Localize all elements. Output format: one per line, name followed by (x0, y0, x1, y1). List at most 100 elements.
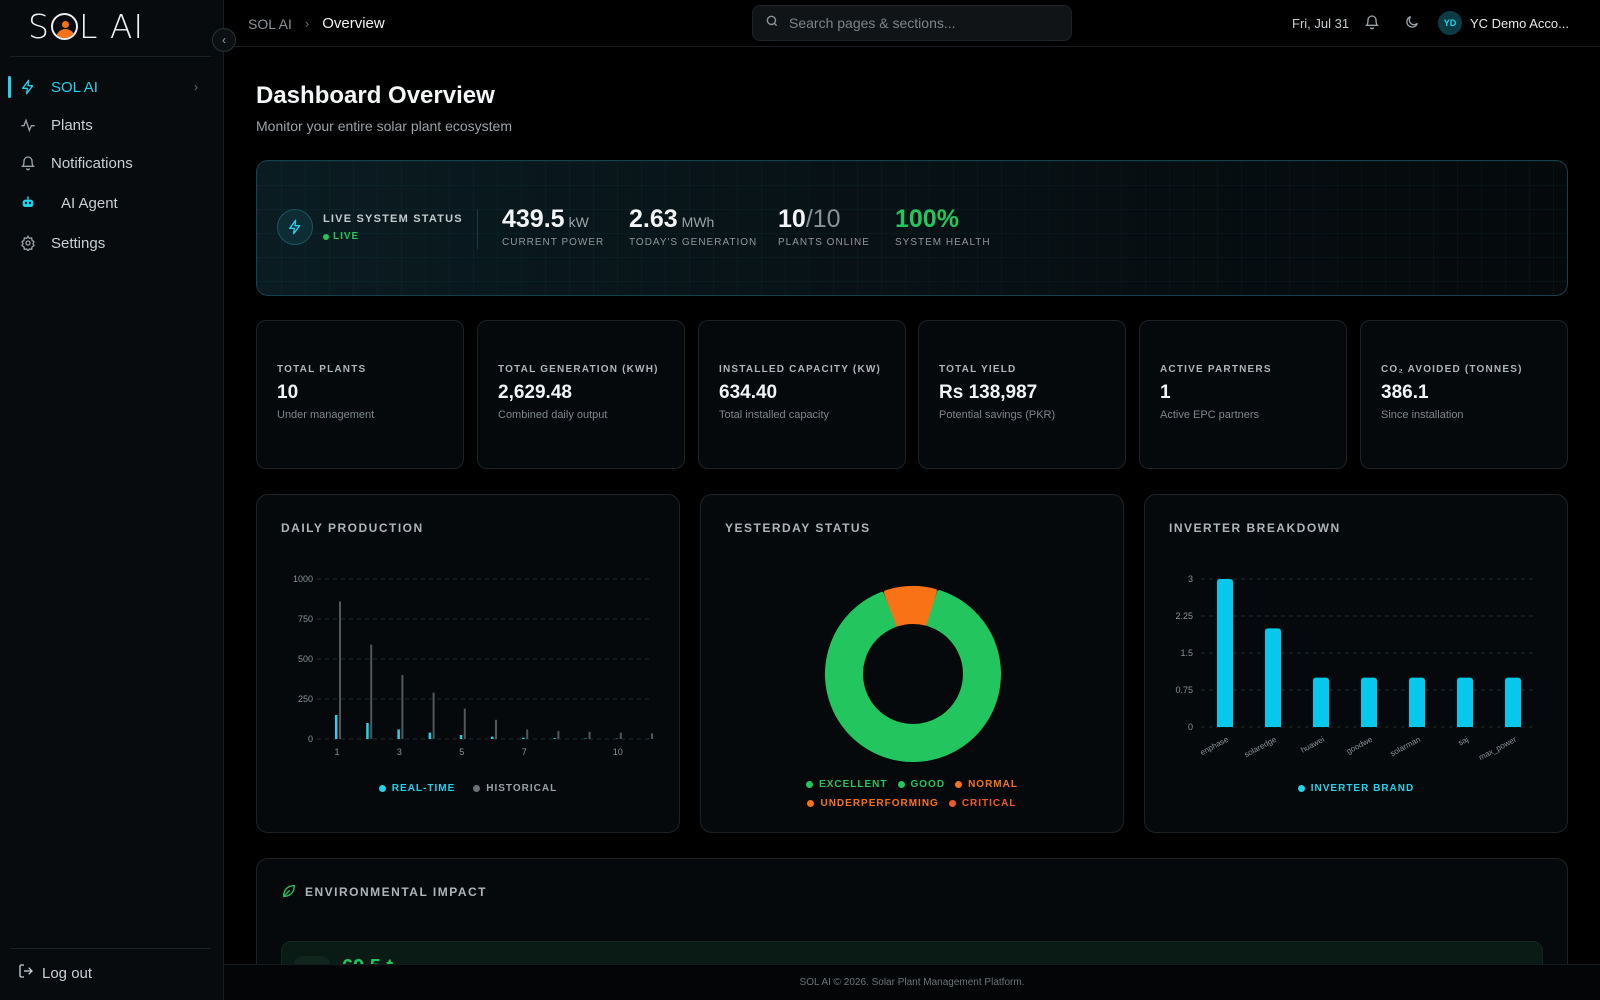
chevron-right-icon: › (194, 80, 198, 94)
sidebar-item-sol-ai[interactable]: SOL AI › (8, 72, 212, 102)
stat-label: INSTALLED CAPACITY (KW) (719, 364, 882, 375)
y-tick-label: 0.75 (1175, 685, 1193, 695)
metric-plants-online: 10/10 PLANTS ONLINE (778, 205, 870, 248)
legend-dot (955, 781, 963, 788)
legend-dot (806, 781, 814, 788)
inverter-breakdown-card: INVERTER BREAKDOWN 0 0.75 1.5 2.25 3 enphase s… (1144, 494, 1568, 833)
sidebar-item-settings[interactable]: Settings (8, 228, 212, 258)
legend-label: HISTORICAL (486, 783, 558, 794)
stat-label: TOTAL GENERATION (KWH) (498, 364, 659, 375)
inverter-breakdown-chart: 0 0.75 1.5 2.25 3 enphase solaredge huawei goodw… (1175, 574, 1537, 762)
stat-card-total-plants[interactable]: TOTAL PLANTS 10 Under management (256, 320, 464, 469)
live-badge: LIVE (323, 231, 359, 242)
breadcrumb-root[interactable]: SOL AI (248, 15, 292, 32)
stat-card-total-yield[interactable]: TOTAL YIELD Rs 138,987 Potential savings… (918, 320, 1126, 469)
legend-item-inverter-brand[interactable]: INVERTER BRAND (1297, 783, 1414, 794)
legend-dot (897, 781, 905, 788)
chevron-right-icon: › (304, 16, 310, 31)
live-status-title: LIVE SYSTEM STATUS (323, 213, 463, 225)
robot-icon (20, 195, 36, 211)
y-tick-label: 2.25 (1175, 611, 1193, 621)
search-input[interactable] (789, 15, 1059, 31)
chart-title: YESTERDAY STATUS (725, 521, 871, 535)
bar-enphase (1217, 579, 1233, 727)
stat-value: 386.1 (1381, 382, 1429, 403)
stat-value: 10 (277, 382, 299, 403)
y-tick-label: 1000 (293, 574, 313, 584)
stat-value: Rs 138,987 (939, 382, 1038, 403)
search-box[interactable] (752, 5, 1072, 41)
bar-historical (495, 719, 497, 739)
sidebar-item-label: Notifications (51, 154, 133, 172)
bar-historical (463, 708, 466, 739)
live-dot-icon (323, 233, 329, 240)
stat-value: 634.40 (719, 382, 778, 403)
sidebar-item-notifications[interactable]: Notifications (8, 148, 212, 178)
bell-icon[interactable] (1364, 14, 1380, 35)
legend-item-excellent[interactable]: EXCELLENT (806, 779, 887, 790)
y-tick-label: 500 (298, 654, 313, 664)
x-tick-label: huawei (1299, 735, 1326, 755)
user-menu[interactable]: YD YC Demo Acco... (1438, 11, 1569, 35)
stat-card-co2-avoided[interactable]: CO₂ AVOIDED (TONNES) 386.1 Since install… (1360, 320, 1568, 469)
bar-historical (557, 731, 560, 739)
yesterday-status-chart (825, 586, 1001, 762)
logout-icon (18, 963, 34, 983)
x-tick-label: 7 (522, 747, 527, 757)
chart-title: DAILY PRODUCTION (281, 521, 424, 535)
page-title: Dashboard Overview (256, 82, 495, 109)
bar-historical (588, 731, 591, 739)
daily-production-chart: 0 250 500 750 1000 1 3 5 7 10 (293, 574, 653, 757)
y-tick-label: 3 (1188, 574, 1193, 584)
legend-label: UNDERPERFORMING (820, 798, 939, 809)
breadcrumb-current: Overview (322, 15, 385, 32)
stat-card-installed-capacity[interactable]: INSTALLED CAPACITY (KW) 634.40 Total ins… (698, 320, 906, 469)
stat-card-total-generation[interactable]: TOTAL GENERATION (KWH) 2,629.48 Combined… (477, 320, 685, 469)
sidebar-collapse-button[interactable]: ‹ (212, 28, 236, 52)
x-tick-label: solarman (1389, 735, 1422, 758)
metric-current-power: 439.5 kW CURRENT POWER (502, 205, 604, 248)
chart-legend: REAL-TIME HISTORICAL (257, 783, 679, 794)
x-tick-label: solaredge (1243, 735, 1279, 760)
metric-value: 100% (895, 205, 959, 233)
metric-label: TODAY'S GENERATION (629, 237, 758, 248)
chevron-left-icon: ‹ (222, 33, 226, 47)
legend-item-normal[interactable]: NORMAL (955, 779, 1018, 790)
donut-slice-excellent (825, 590, 1001, 762)
stat-value: 2,629.48 (498, 382, 572, 403)
sidebar-divider (10, 56, 211, 57)
footer: SOL AI © 2026. Solar Plant Management Pl… (224, 964, 1600, 1000)
stat-label: TOTAL YIELD (939, 364, 1017, 375)
metric-value: 2.63 (629, 205, 678, 233)
metric-value: 439.5 (502, 205, 565, 233)
sidebar-item-ai-agent[interactable]: AI Agent (8, 186, 212, 220)
bar-huawei (1313, 677, 1329, 727)
bar-real-time (366, 723, 369, 739)
legend-item-real-time[interactable]: REAL-TIME (378, 783, 455, 794)
bar-real-time (459, 735, 463, 739)
sidebar-item-plants[interactable]: Plants (8, 110, 212, 140)
stat-card-active-partners[interactable]: ACTIVE PARTNERS 1 Active EPC partners (1139, 320, 1347, 469)
moon-icon[interactable] (1404, 14, 1420, 35)
legend-item-critical[interactable]: CRITICAL (948, 798, 1017, 809)
legend-item-historical[interactable]: HISTORICAL (473, 783, 557, 794)
legend-item-underperforming[interactable]: UNDERPERFORMING (807, 798, 938, 809)
x-tick-label: 5 (459, 747, 464, 757)
y-tick-label: 250 (298, 694, 313, 704)
x-tick-label: enphase (1199, 735, 1231, 758)
legend-label: GOOD (910, 779, 946, 790)
logout-button[interactable]: Log out (18, 963, 92, 983)
page-subtitle: Monitor your entire solar plant ecosyste… (256, 118, 512, 134)
stat-value: 1 (1160, 382, 1171, 403)
bar-real-time (335, 715, 338, 739)
legend-dot (948, 800, 956, 807)
bar-historical (370, 644, 373, 739)
y-tick-label: 1.5 (1180, 648, 1193, 658)
legend-label: EXCELLENT (819, 779, 888, 790)
stat-label: ACTIVE PARTNERS (1160, 364, 1272, 375)
legend-item-good[interactable]: GOOD (897, 779, 946, 790)
x-tick-label: 1 (334, 747, 339, 757)
bar-historical (432, 692, 435, 739)
